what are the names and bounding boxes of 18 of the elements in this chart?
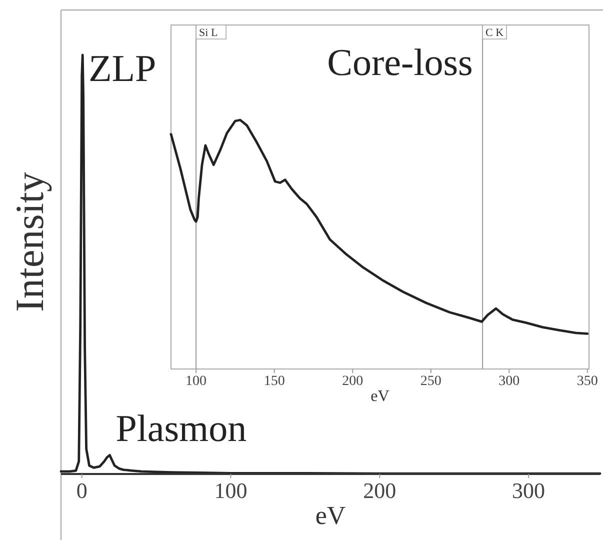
x-tick-label: 150 bbox=[264, 374, 285, 389]
x-tick-label: 200 bbox=[363, 478, 396, 503]
x-tick-label: 100 bbox=[214, 478, 248, 503]
x-tick-label: 100 bbox=[186, 374, 207, 389]
annotation: Plasmon bbox=[116, 408, 247, 450]
x-tick-label: 300 bbox=[498, 374, 520, 389]
annotation: ZLP bbox=[88, 48, 156, 90]
x-tick-label: 250 bbox=[420, 374, 442, 389]
ref-line-label: C K bbox=[486, 27, 504, 39]
x-tick-label: 0 bbox=[76, 478, 88, 503]
chart-title: Core-loss bbox=[327, 42, 473, 84]
x-tick-label: 300 bbox=[512, 478, 546, 503]
y-axis-title: Intensity bbox=[7, 172, 52, 312]
ref-line-label: Si L bbox=[199, 27, 218, 39]
x-tick-label: 200 bbox=[342, 374, 364, 389]
x-axis-title: eV bbox=[370, 388, 390, 405]
x-axis-title: eV bbox=[315, 501, 346, 530]
x-tick-label: 350 bbox=[576, 374, 598, 389]
